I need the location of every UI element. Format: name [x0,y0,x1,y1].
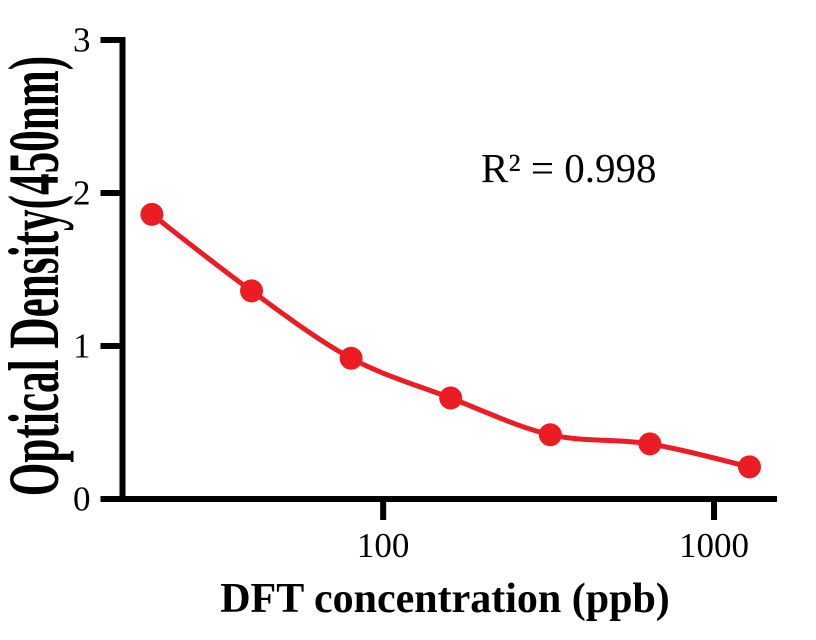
y-tick-label: 3 [73,21,91,60]
data-point-20ppb [140,202,164,226]
data-point-160ppb [439,386,463,410]
r-squared-annotation: R² = 0.998 [481,145,657,191]
x-axis-title: DFT concentration (ppb) [220,576,670,622]
data-point-1280ppb [738,455,761,479]
y-tick-label: 1 [73,327,91,366]
x-tick-label: 100 [357,526,410,565]
x-tick-label: 1000 [679,526,749,565]
y-axis-title: Optical Density(450nm) [0,55,74,497]
data-point-40ppb [240,279,263,303]
data-point-320ppb [538,423,562,447]
data-point-80ppb [339,346,363,370]
data-point-640ppb [638,432,662,456]
y-tick-label: 2 [73,174,91,213]
y-tick-label: 0 [73,480,91,519]
fit-curve [149,211,752,470]
